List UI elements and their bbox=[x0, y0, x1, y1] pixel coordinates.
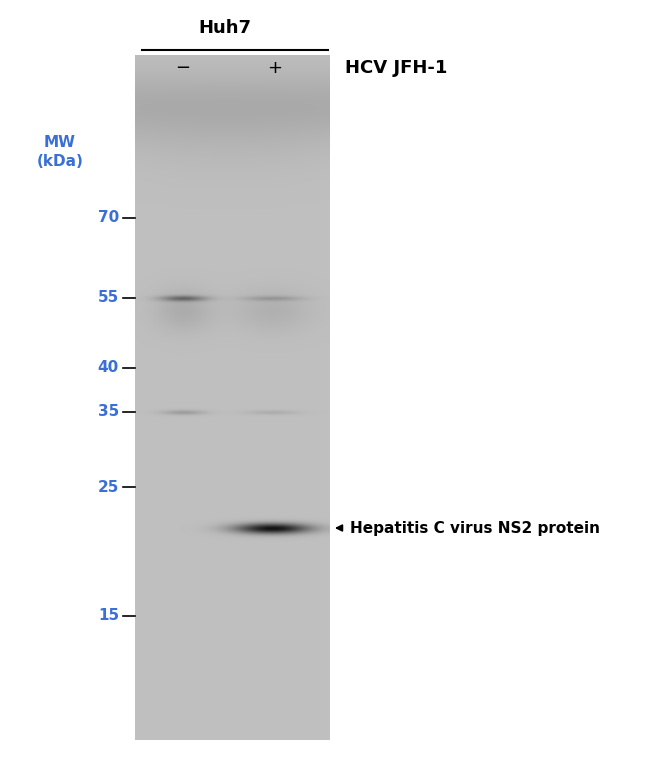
Text: 35: 35 bbox=[98, 405, 119, 419]
Text: 70: 70 bbox=[98, 210, 119, 225]
Text: 40: 40 bbox=[98, 361, 119, 375]
Text: Hepatitis C virus NS2 protein: Hepatitis C virus NS2 protein bbox=[350, 520, 600, 536]
Text: +: + bbox=[268, 59, 283, 77]
Text: HCV JFH-1: HCV JFH-1 bbox=[345, 59, 447, 77]
Text: Huh7: Huh7 bbox=[198, 19, 252, 37]
Text: 55: 55 bbox=[98, 291, 119, 305]
Text: 15: 15 bbox=[98, 608, 119, 624]
Text: 25: 25 bbox=[98, 480, 119, 494]
Text: −: − bbox=[176, 59, 190, 77]
Text: MW
(kDa): MW (kDa) bbox=[36, 135, 83, 169]
